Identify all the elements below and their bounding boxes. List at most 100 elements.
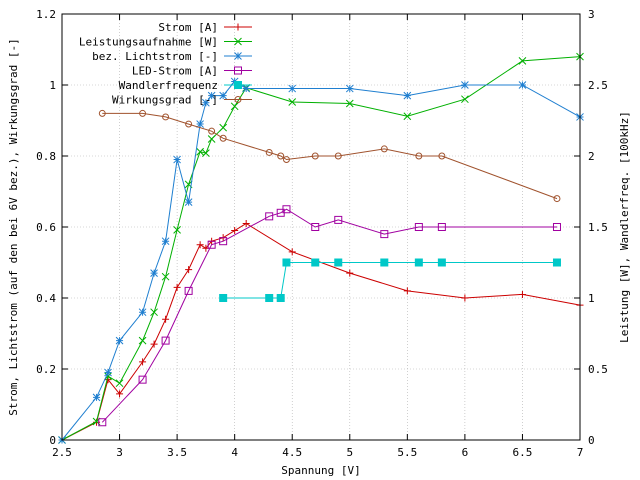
x-tick-label: 4.5: [282, 446, 302, 459]
y-tick-label: 1: [49, 79, 56, 92]
data-point: [334, 215, 343, 224]
data-point: [115, 379, 124, 388]
data-point: [184, 198, 193, 207]
data-point: [380, 145, 388, 153]
data-point: [234, 37, 242, 46]
data-point: [234, 52, 242, 60]
legend-label: Wirkungsgrad [-]: [112, 94, 218, 107]
y2-tick-label: 1: [588, 292, 595, 305]
data-point: [98, 418, 107, 427]
data-point: [98, 109, 106, 117]
data-point: [92, 393, 101, 402]
data-point: [288, 248, 296, 256]
x-tick-label: 5: [346, 446, 353, 459]
data-point: [403, 91, 412, 100]
data-point: [461, 95, 469, 104]
data-point: [518, 57, 527, 65]
legend-label: Strom [A]: [158, 21, 218, 34]
data-point: [185, 120, 193, 128]
data-point: [345, 84, 354, 93]
data-point: [185, 266, 193, 274]
data-point: [116, 390, 124, 398]
x-axis: 2.5 3 3.5 4 4.5 5 5.5 6 6.5 7: [52, 14, 583, 459]
data-point: [461, 81, 469, 89]
y2-tick-label: 1.5: [588, 221, 608, 234]
data-point: [552, 223, 561, 231]
series-strom-a: [58, 219, 584, 444]
data-point: [234, 23, 242, 31]
data-point: [345, 99, 354, 108]
data-point: [207, 91, 216, 100]
data-point: [438, 152, 446, 160]
series-bez-lichtstrom: [58, 77, 584, 444]
y-tick-label: 0.2: [36, 363, 56, 376]
x-tick-label: 2.5: [52, 446, 72, 459]
data-point: [150, 308, 158, 317]
data-point: [207, 135, 216, 143]
data-point: [115, 336, 124, 345]
y-tick-label: 0.8: [36, 150, 56, 163]
data-point: [138, 375, 147, 384]
data-point: [219, 91, 228, 100]
data-point: [208, 127, 216, 135]
data-point: [207, 240, 216, 249]
series-line: [61, 222, 581, 441]
data-point: [138, 336, 147, 345]
legend-label: Wandlerfrequenz: [119, 79, 218, 92]
data-point: [196, 120, 204, 128]
data-point: [437, 223, 446, 231]
y2-tick-label: 0.5: [588, 363, 608, 376]
series-led-strom-a: [98, 205, 561, 427]
legend: Strom [A] Leistungsaufnahme [W]bez. Licht…: [79, 21, 252, 107]
data-point: [161, 272, 170, 281]
data-point: [552, 258, 561, 267]
data-point: [414, 258, 423, 267]
data-point: [380, 258, 389, 267]
data-point: [234, 66, 242, 75]
y2-tick-label: 2.5: [588, 79, 608, 92]
data-point: [104, 368, 112, 377]
y2-tick-label: 2: [588, 150, 595, 163]
data-point: [282, 205, 291, 214]
data-point: [311, 152, 319, 160]
data-point: [184, 286, 193, 295]
y-axis-left: 0 0.2 0.4 0.6 0.8 1 1.2: [36, 8, 68, 447]
data-point: [202, 98, 210, 107]
data-point: [138, 308, 147, 317]
y2-axis-label: Leistung [W], Wandlerfreq. [100kHz]: [618, 111, 631, 343]
data-point: [150, 269, 158, 278]
series-wandlerfrequenz: [219, 258, 561, 302]
data-point: [288, 98, 297, 106]
legend-label: LED-Strom [A]: [132, 65, 218, 78]
series-line: [223, 262, 557, 299]
x-tick-label: 3: [116, 446, 123, 459]
data-point: [162, 113, 170, 121]
y2-tick-label: 0: [588, 434, 595, 447]
data-point: [265, 212, 274, 221]
x-tick-label: 7: [577, 446, 584, 459]
data-point: [196, 147, 204, 156]
data-point: [380, 230, 389, 239]
series-line: [102, 112, 558, 200]
y2-tick-label: 3: [588, 8, 595, 21]
data-point: [265, 294, 274, 302]
data-point: [219, 123, 228, 132]
y-tick-label: 0: [49, 434, 56, 447]
data-point: [231, 227, 239, 235]
data-point: [202, 149, 210, 158]
data-point: [162, 315, 170, 323]
data-point: [173, 225, 181, 234]
data-point: [139, 109, 147, 117]
data-point: [219, 134, 227, 142]
data-point: [518, 290, 526, 298]
data-point: [288, 84, 297, 93]
data-point: [219, 237, 228, 246]
series-line: [101, 208, 557, 423]
x-tick-label: 3.5: [167, 446, 187, 459]
data-point: [403, 287, 411, 295]
data-point: [403, 112, 412, 121]
data-point: [518, 81, 527, 89]
data-point: [230, 102, 239, 111]
data-point: [161, 237, 170, 246]
